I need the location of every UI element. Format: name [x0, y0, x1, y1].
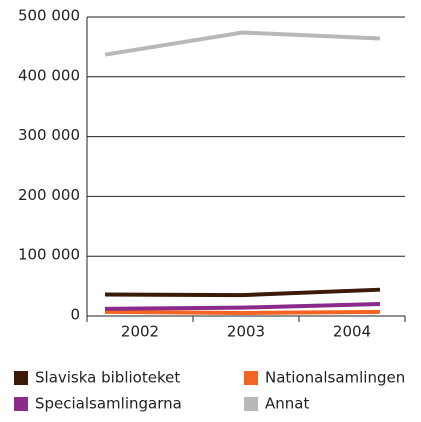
- series-line: [104, 302, 381, 311]
- y-tick-label: 500 000: [18, 7, 80, 25]
- series-line: [104, 287, 381, 298]
- x-tick-label: 2003: [227, 323, 265, 341]
- x-tick-label: 2002: [121, 323, 159, 341]
- legend-swatch: [244, 371, 258, 385]
- legend-swatch: [14, 371, 28, 385]
- legend-label: Specialsamlingarna: [35, 395, 182, 413]
- x-tick-label: 2004: [333, 323, 371, 341]
- legend-swatch: [244, 397, 258, 411]
- legend-swatch: [14, 397, 28, 411]
- y-tick-label: 0: [70, 306, 80, 324]
- series-line: [104, 30, 381, 57]
- series-line: [104, 309, 381, 316]
- y-tick-label: 100 000: [18, 246, 80, 264]
- legend-label: Annat: [265, 395, 309, 413]
- y-tick-label: 400 000: [18, 66, 80, 84]
- y-tick-label: 300 000: [18, 126, 80, 144]
- y-tick-label: 200 000: [18, 186, 80, 204]
- legend-label: Nationalsamlingen: [265, 369, 405, 387]
- legend-label: Slaviska biblioteket: [35, 369, 180, 387]
